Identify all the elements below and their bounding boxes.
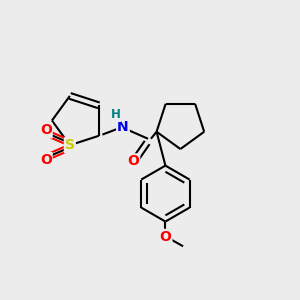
Text: O: O [127, 154, 139, 168]
Text: O: O [40, 124, 52, 137]
Text: N: N [117, 120, 129, 134]
Text: S: S [65, 138, 75, 152]
Text: O: O [160, 230, 171, 244]
Text: H: H [111, 108, 121, 121]
Text: O: O [40, 153, 52, 167]
